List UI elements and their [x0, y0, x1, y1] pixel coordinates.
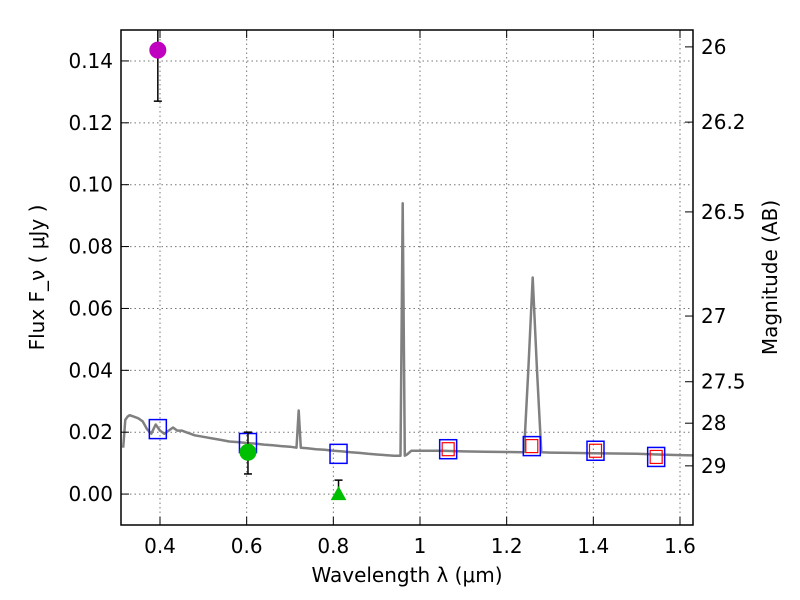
x-tick-label: 1.4	[577, 534, 609, 558]
x-tick-label: 1.6	[664, 534, 696, 558]
observation-triangle	[330, 486, 347, 501]
x-axis-label: Wavelength λ (μm)	[311, 563, 502, 587]
observation-point	[239, 443, 257, 461]
magnitude-tick-label: 27	[701, 304, 726, 328]
ticks-layer: 0.4 0.6 0.8 1 1.2 1.4 1.6 0.00 0.02 0.04 0.06 0.08 0…	[68, 30, 746, 558]
model-photometry-square	[522, 435, 542, 457]
x-tick-label: 0.6	[231, 534, 263, 558]
plot-frame	[120, 29, 694, 526]
red-inner-square	[588, 443, 603, 458]
model-photometry-square	[646, 446, 666, 468]
y-tick-label: 0.12	[68, 111, 113, 135]
observations-layer	[149, 30, 347, 501]
x-tick-label: 0.4	[144, 534, 176, 558]
x-tick-label: 1.2	[491, 534, 523, 558]
y-tick-label: 0.06	[68, 296, 113, 320]
magnitude-tick-label: 26	[701, 35, 726, 59]
y-tick-label: 0.02	[68, 420, 113, 444]
magnitude-tick-label: 26.5	[701, 200, 746, 224]
y-tick-label: 0.14	[68, 49, 113, 73]
model-photometry-square	[329, 443, 348, 465]
magnitude-tick-label: 28	[701, 411, 726, 435]
red-inner-square	[441, 442, 455, 457]
y-tick-label: 0.10	[68, 173, 113, 197]
x-tick-label: 0.8	[317, 534, 349, 558]
magnitude-tick-label: 29	[701, 454, 726, 478]
y-tick-label: 0.04	[68, 358, 113, 382]
red-inner-square	[649, 449, 663, 465]
right-axis-label: Magnitude (AB)	[758, 200, 782, 355]
model-photometry-square	[148, 418, 168, 440]
magnitude-tick-label: 26.2	[701, 110, 746, 134]
model-photometry-square	[586, 440, 605, 461]
observation-point	[149, 41, 167, 59]
y-axis-label: Flux F_ν ( μJy )	[25, 205, 49, 351]
magnitude-tick-label: 27.5	[701, 370, 746, 394]
y-tick-label: 0.08	[68, 235, 113, 259]
spectrum-layer	[121, 202, 694, 457]
model-photometry-square	[438, 438, 458, 460]
red-inner-square	[525, 439, 539, 454]
spectrum-line	[121, 202, 694, 457]
x-tick-label: 1	[414, 534, 427, 558]
grid-lines	[121, 30, 693, 525]
model-photometry-layer	[148, 418, 666, 468]
y-tick-label: 0.00	[68, 482, 113, 506]
